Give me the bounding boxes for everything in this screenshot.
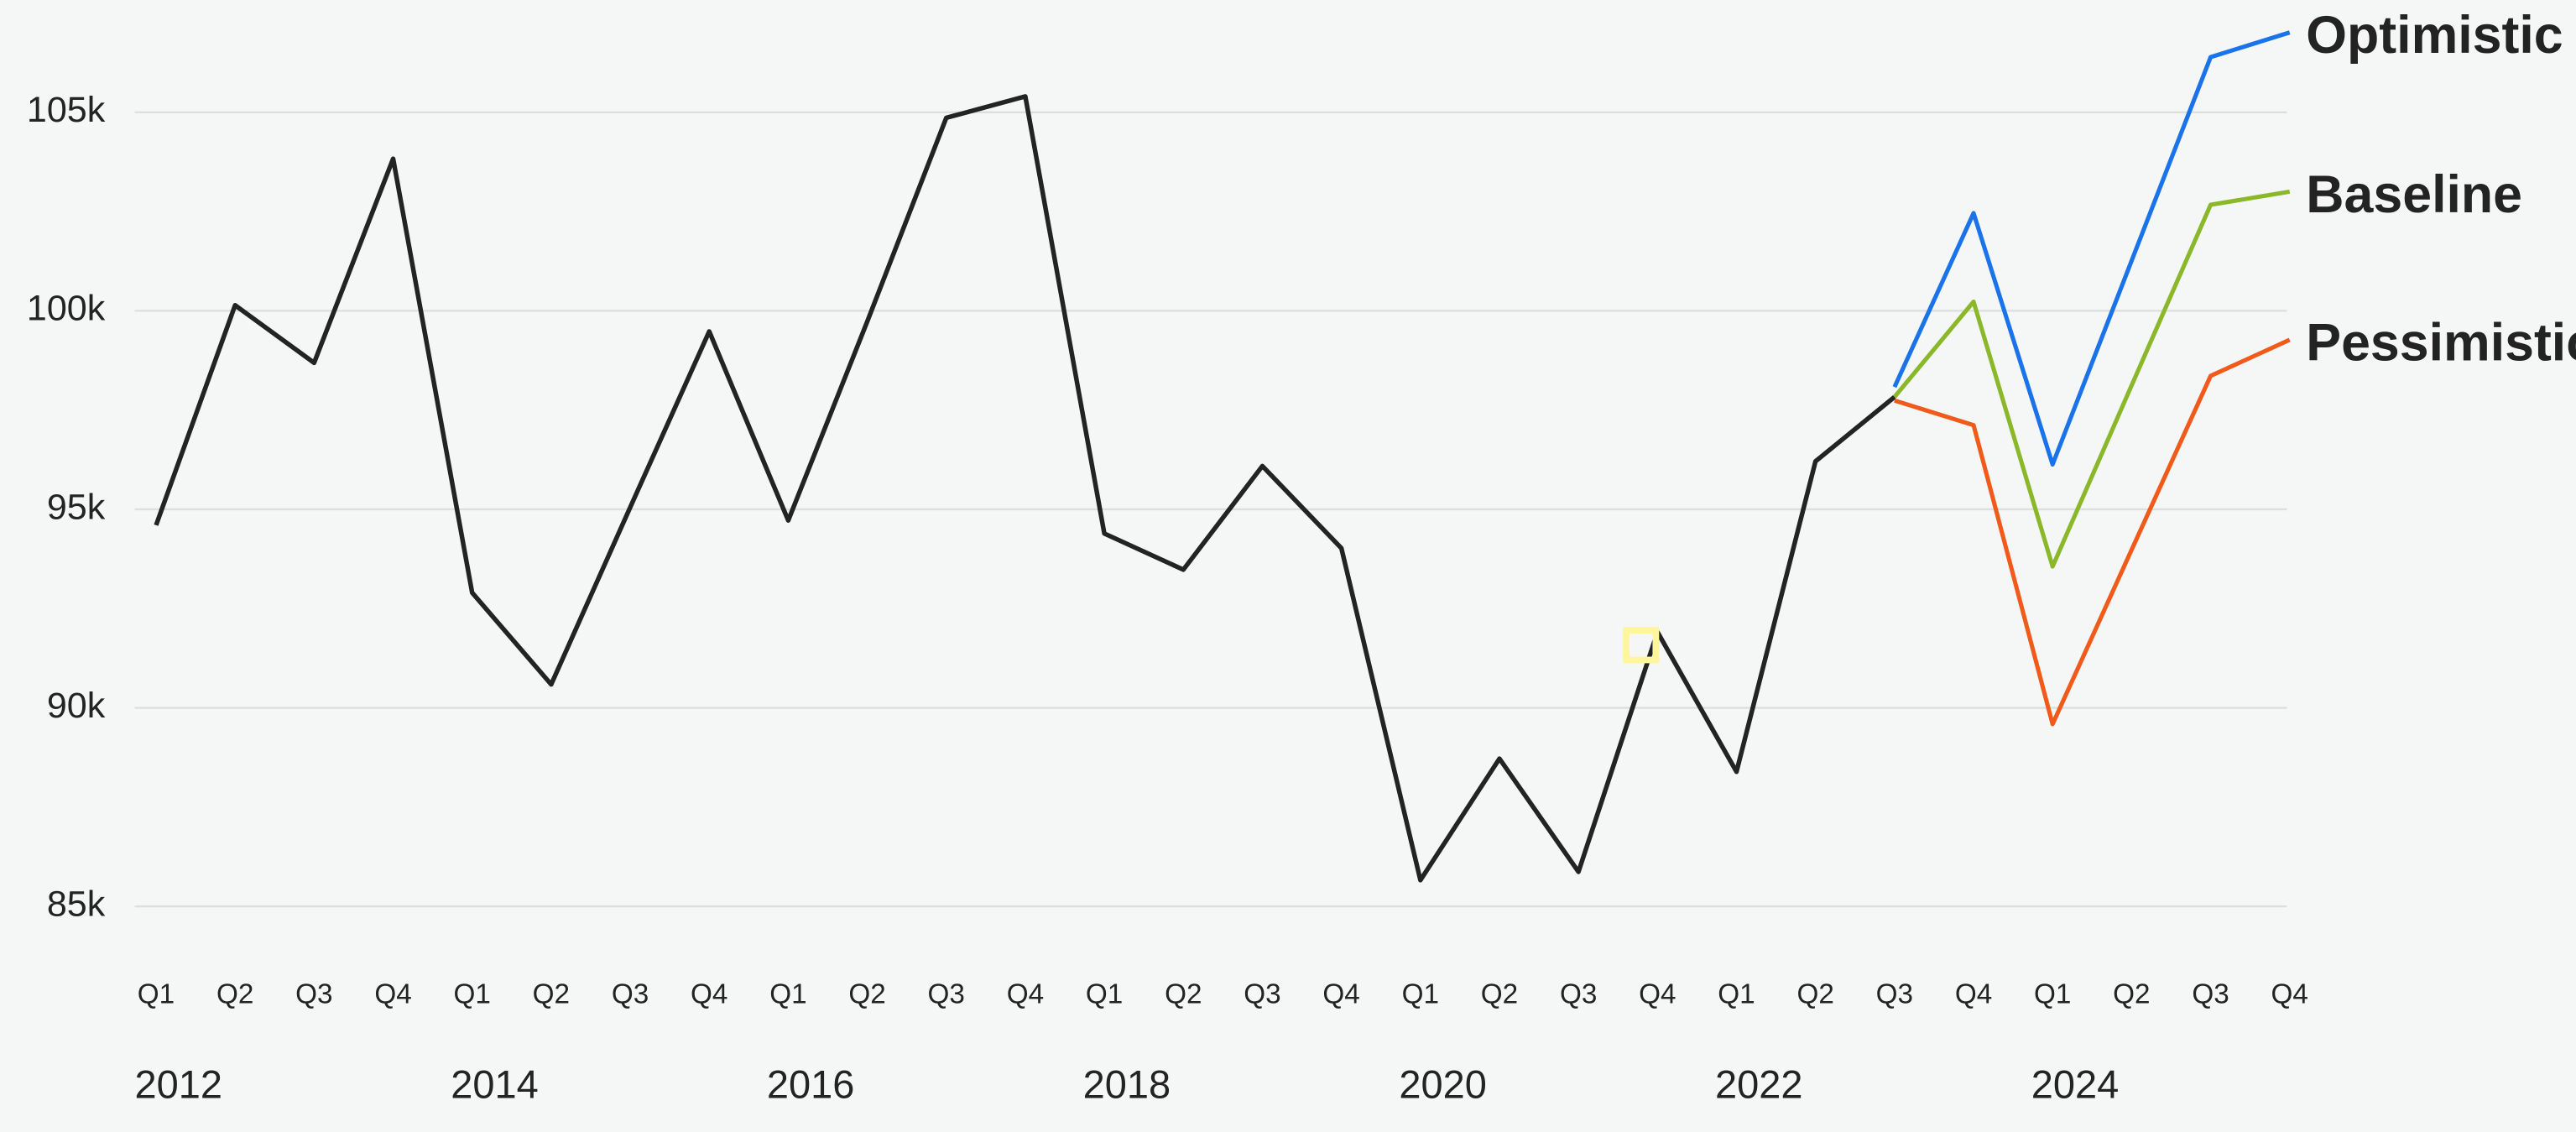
x-tick-label: Q3 [295, 978, 332, 1009]
x-tick-label: Q4 [1322, 978, 1359, 1009]
x-tick-label: Q2 [216, 978, 253, 1009]
highlight-marker [1623, 627, 1660, 664]
y-tick-label: 105k [27, 90, 106, 130]
x-tick-label: Q4 [1007, 978, 1044, 1009]
y-tick-label: 85k [47, 884, 106, 924]
x-tick-label: Q2 [1796, 978, 1833, 1009]
year-label: 2024 [2031, 1062, 2120, 1107]
year-label: 2012 [135, 1062, 222, 1107]
x-tick-label: Q4 [374, 978, 411, 1009]
x-tick-label: Q4 [1639, 978, 1676, 1009]
series-line [1894, 337, 2291, 727]
x-tick-label: Q1 [769, 978, 806, 1009]
series-label: Pessimistic [2306, 313, 2576, 372]
year-label: 2020 [1399, 1062, 1487, 1107]
x-tick-label: Q3 [2192, 978, 2229, 1009]
year-label: 2018 [1083, 1062, 1171, 1107]
x-tick-label: Q3 [612, 978, 649, 1009]
x-tick-label: Q1 [138, 978, 175, 1009]
x-tick-label: Q2 [533, 978, 570, 1009]
x-tick-label: Q4 [1955, 978, 1992, 1009]
y-tick-label: 95k [47, 487, 106, 527]
x-tick-label: Q3 [1876, 978, 1913, 1009]
x-tick-label: Q2 [1165, 978, 1202, 1009]
x-tick-label: Q4 [2271, 978, 2308, 1009]
y-tick-label: 100k [27, 289, 106, 329]
x-tick-label: Q1 [2034, 978, 2071, 1009]
series-label: Baseline [2306, 165, 2522, 224]
x-tick-label: Q2 [848, 978, 885, 1009]
x-tick-label: Q3 [928, 978, 965, 1009]
x-tick-label: Q2 [2113, 978, 2150, 1009]
series-line [1892, 30, 2291, 467]
series-label: Optimistic [2306, 6, 2563, 65]
x-tick-label: Q1 [1086, 978, 1123, 1009]
x-tick-label: Q1 [454, 978, 491, 1009]
year-label: 2022 [1715, 1062, 1803, 1107]
x-tick-label: Q1 [1402, 978, 1439, 1009]
series-line [154, 94, 1896, 883]
series-line [1892, 189, 2291, 569]
x-tick-label: Q1 [1718, 978, 1755, 1009]
y-tick-label: 90k [47, 686, 106, 726]
x-tick-label: Q3 [1244, 978, 1280, 1009]
year-label: 2014 [451, 1062, 539, 1107]
year-label: 2016 [767, 1062, 854, 1107]
x-tick-label: Q3 [1560, 978, 1597, 1009]
x-tick-label: Q4 [691, 978, 727, 1009]
x-tick-label: Q2 [1481, 978, 1518, 1009]
